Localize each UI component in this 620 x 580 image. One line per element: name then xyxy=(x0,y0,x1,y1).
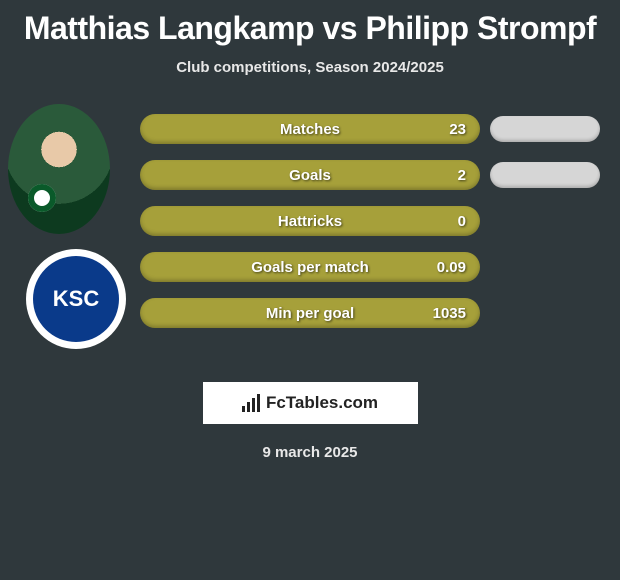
stat-label: Goals per match xyxy=(251,259,369,276)
stat-row-hattricks: Hattricks 0 xyxy=(140,206,480,236)
stat-value: 2 xyxy=(458,167,466,184)
stat-value: 0 xyxy=(458,213,466,230)
stat-row-mpg: Min per goal 1035 xyxy=(140,298,480,328)
page-title: Matthias Langkamp vs Philipp Strompf xyxy=(0,0,620,47)
stat-label: Hattricks xyxy=(278,213,342,230)
stat-label: Matches xyxy=(280,121,340,138)
comparison-content: KSC Matches 23 Goals 2 Hattricks 0 Goals… xyxy=(0,104,620,364)
stat-value: 0.09 xyxy=(437,259,466,276)
stat-label: Goals xyxy=(289,167,331,184)
left-player-stack: KSC xyxy=(8,104,118,354)
stat-bars: Matches 23 Goals 2 Hattricks 0 Goals per… xyxy=(140,114,480,344)
stat-row-gpm: Goals per match 0.09 xyxy=(140,252,480,282)
player-photo xyxy=(8,104,110,234)
footer-date: 9 march 2025 xyxy=(0,444,620,461)
stat-label: Min per goal xyxy=(266,305,354,322)
right-player-pills xyxy=(490,116,600,208)
page-subtitle: Club competitions, Season 2024/2025 xyxy=(0,59,620,76)
bar-chart-icon xyxy=(242,394,260,412)
branding-text: FcTables.com xyxy=(266,393,378,413)
club-badge: KSC xyxy=(26,249,126,349)
stat-value: 1035 xyxy=(433,305,466,322)
branding-box: FcTables.com xyxy=(203,382,418,424)
stat-row-matches: Matches 23 xyxy=(140,114,480,144)
stat-value: 23 xyxy=(449,121,466,138)
stat-row-goals: Goals 2 xyxy=(140,160,480,190)
club-badge-inner: KSC xyxy=(33,256,119,342)
empty-stat-pill xyxy=(490,162,600,188)
empty-stat-pill xyxy=(490,116,600,142)
